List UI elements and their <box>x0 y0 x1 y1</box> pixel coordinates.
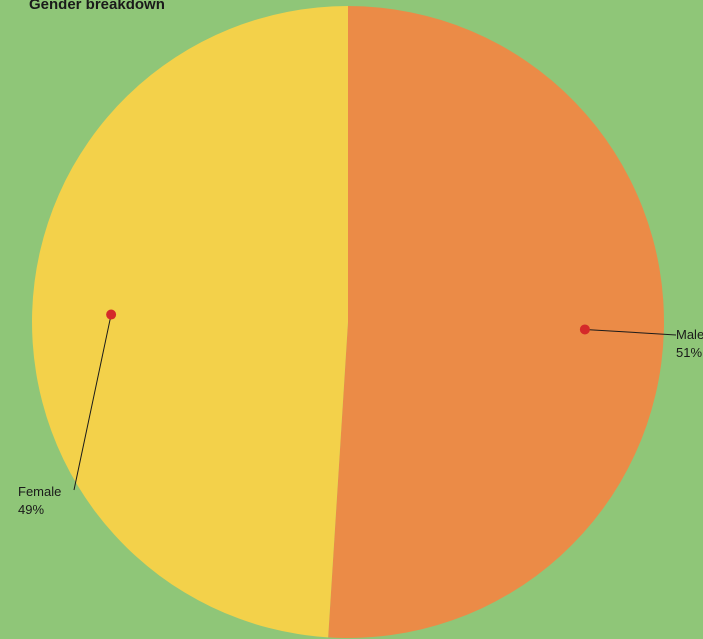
slice-label-female: Female 49% <box>18 483 61 519</box>
leader-line-female <box>73 314 112 491</box>
chart-title: Gender breakdown <box>29 0 165 13</box>
slice-label-male-name: Male <box>676 327 703 342</box>
slice-label-female-name: Female <box>18 484 62 499</box>
leader-line-male <box>584 328 677 336</box>
pie-slice-female <box>31 6 348 638</box>
slice-label-female-value: 49% <box>18 502 45 517</box>
label-marker-male <box>579 324 590 335</box>
label-marker-female <box>106 309 117 320</box>
slice-label-male: Male 51% <box>676 326 703 362</box>
slice-label-male-value: 51% <box>676 345 703 360</box>
pie-slice-male <box>328 6 664 638</box>
